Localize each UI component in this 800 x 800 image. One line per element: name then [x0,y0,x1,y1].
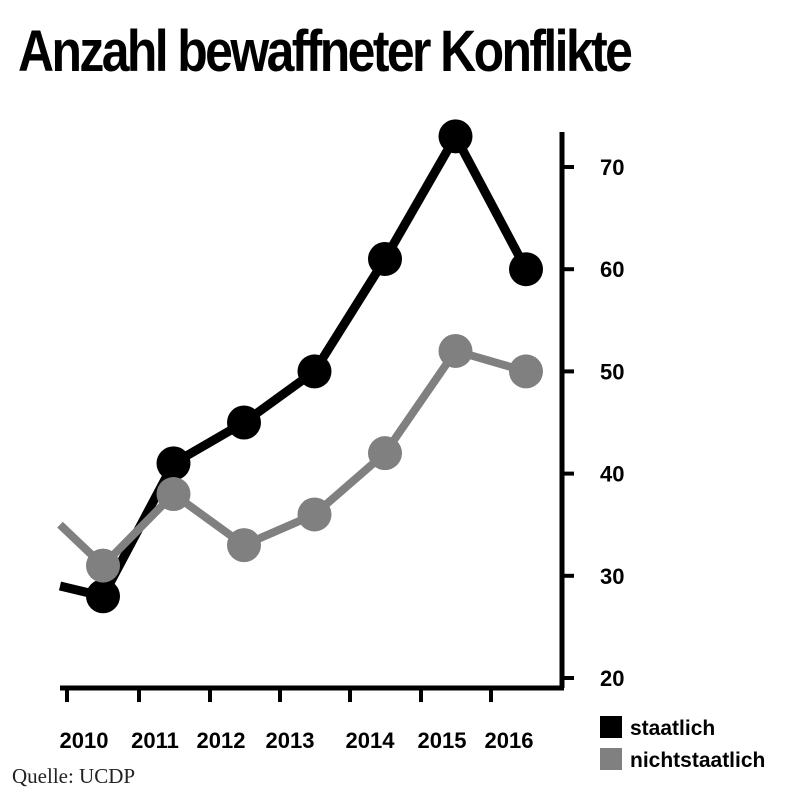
x-tick-label: 2013 [266,728,315,753]
y-tick-label: 30 [600,564,624,589]
data-point-staatlich [86,579,120,614]
data-point-staatlich [368,241,402,276]
series-nichtstaatlich [57,333,543,583]
chart-legend: staatlich nichtstaatlich [600,716,765,772]
chart-axes: 20 30 40 50 60 70 2010 2011 2012 2013 2014 2015 2016 [60,132,624,753]
legend-label-nichtstaatlich: nichtstaatlich [630,749,765,772]
x-tick-label: 2014 [346,728,396,753]
data-point-nichtstaatlich [227,528,261,563]
y-tick-label: 50 [600,359,624,384]
data-point-nichtstaatlich [509,354,543,389]
legend-swatch-nichtstaatlich [600,748,622,770]
data-point-staatlich [438,119,473,154]
y-tick-label: 20 [600,666,624,691]
chart-title: Anzahl bewaffneter Konflikte [18,19,633,84]
data-point-staatlich [297,354,332,389]
data-point-nichtstaatlich [368,436,402,471]
x-tick-label: 2011 [131,728,179,753]
y-tick-label: 70 [600,155,624,180]
series-layer [57,119,543,614]
data-point-staatlich [227,405,261,440]
source-note: Quelle: UCDP [12,764,136,788]
x-tick-label: 2010 [60,728,109,753]
x-tick-label: 2016 [485,728,534,753]
data-point-staatlich [509,252,543,287]
data-point-nichtstaatlich [438,333,473,368]
legend-label-staatlich: staatlich [630,717,715,740]
data-point-nichtstaatlich [297,497,332,532]
data-point-nichtstaatlich [156,477,191,512]
data-point-nichtstaatlich [86,548,120,583]
data-point-staatlich [156,446,191,481]
x-tick-label: 2012 [197,728,246,753]
y-tick-label: 40 [600,462,624,487]
y-tick-label: 60 [600,257,624,282]
x-tick-label: 2015 [418,728,467,753]
legend-swatch-staatlich [600,716,622,738]
